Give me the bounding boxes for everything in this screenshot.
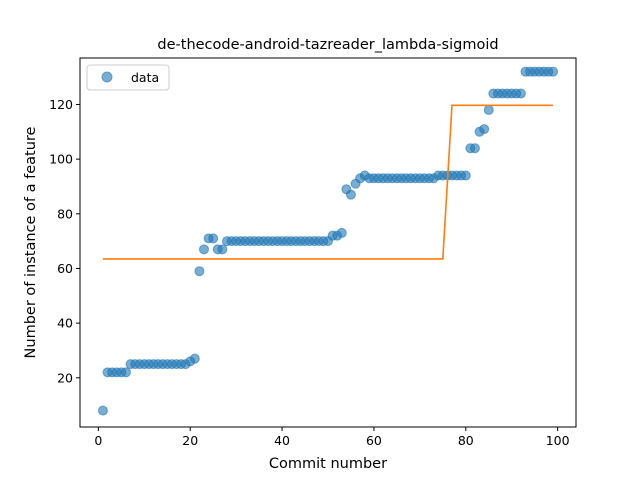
- y-tick-label: 20: [57, 370, 73, 385]
- data-point: [199, 244, 209, 255]
- data-point: [120, 367, 131, 378]
- plot-area: [97, 66, 559, 416]
- legend-marker: [101, 71, 113, 83]
- data-point: [189, 353, 200, 364]
- y-tick-label: 60: [57, 261, 73, 276]
- y-tick-label: 40: [57, 316, 73, 331]
- data-point: [345, 189, 356, 200]
- data-point: [483, 104, 494, 115]
- x-tick-label: 60: [366, 433, 382, 448]
- chart-title: de-thecode-android-tazreader_lambda-sigm…: [157, 37, 498, 53]
- y-axis-label: Number of instance of a feature: [23, 126, 39, 358]
- x-tick-label: 0: [94, 433, 102, 448]
- axes-frame: [79, 57, 577, 428]
- x-tick-label: 80: [458, 433, 474, 448]
- data-point: [194, 266, 205, 277]
- y-tick-label: 80: [57, 206, 73, 221]
- data-point: [217, 244, 228, 255]
- legend-label: data: [131, 70, 159, 85]
- data-point: [336, 227, 347, 238]
- legend: data: [86, 64, 170, 91]
- x-tick-label: 40: [274, 433, 290, 448]
- x-tick-label: 100: [546, 433, 570, 448]
- y-tick-label: 120: [49, 97, 73, 112]
- data-point: [208, 233, 219, 244]
- x-axis-label: Commit number: [269, 456, 387, 472]
- legend-box: [86, 64, 170, 91]
- data-point: [460, 170, 471, 181]
- y-tick-label: 100: [49, 152, 73, 167]
- data-point: [479, 124, 490, 135]
- axes: [79, 57, 577, 428]
- data-point: [515, 88, 526, 99]
- x-tick-label: 20: [182, 433, 198, 448]
- fit-line: [102, 104, 554, 260]
- data-point: [548, 66, 559, 77]
- data-point: [469, 143, 480, 154]
- data-point: [97, 405, 108, 416]
- axis-ticks: 0 20 40 60 80 100 20 40 60 80 100 120: [49, 97, 569, 448]
